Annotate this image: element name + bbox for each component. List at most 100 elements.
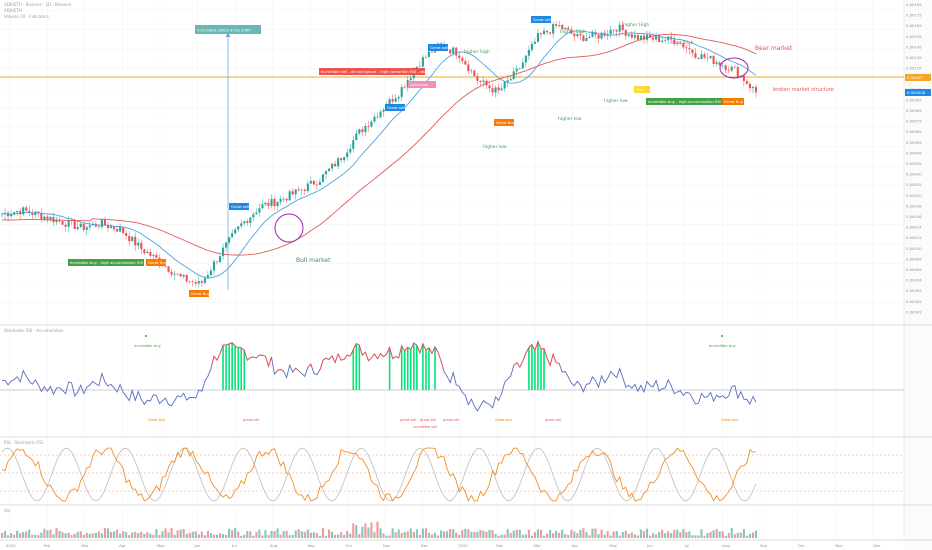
volume-bar (464, 528, 467, 538)
volume-bar (679, 532, 682, 538)
volume-bar (119, 533, 122, 538)
price-tag[interactable] (905, 74, 931, 81)
incredible-buy-tag-1[interactable] (68, 259, 144, 266)
volume-bar (373, 532, 376, 538)
volume-bar (530, 535, 533, 538)
volume-bar (103, 528, 107, 538)
candle-body (533, 41, 537, 44)
volume-bar (79, 531, 82, 538)
great-buy-tag-4[interactable] (722, 98, 744, 105)
rsi-great-sell-1: great sell (243, 418, 259, 422)
great-sell-tag-3[interactable] (428, 44, 448, 51)
candle-body (718, 62, 721, 66)
candle-body (182, 274, 185, 277)
volume-bar (315, 532, 318, 538)
great-sell-tag-1[interactable] (229, 203, 249, 210)
volume-bar (636, 535, 639, 538)
last-price-tag[interactable] (905, 89, 931, 96)
time-axis-tick: Nov (835, 543, 843, 548)
volume-bar (334, 534, 337, 538)
candle-body (582, 35, 585, 42)
measure-arrow-head (225, 32, 231, 37)
higher-low-label-1: higher low (483, 144, 507, 150)
volume-bar (624, 530, 627, 538)
candle-body (249, 217, 252, 223)
candle-body (639, 35, 642, 40)
incredible-buy-tag-text-1: incredible buy - high accumulation RSI (70, 260, 143, 265)
volume-bar (485, 531, 488, 538)
candle-body (164, 265, 167, 267)
candle-body (52, 216, 55, 223)
volume-bar (288, 535, 291, 538)
volume-bar (137, 533, 140, 538)
volume-bar (58, 530, 61, 538)
great-buy-tag-3[interactable] (494, 119, 514, 126)
volume-bar (491, 530, 494, 538)
price-axis-tick: 0.00018 (906, 203, 922, 208)
candle-body (228, 237, 231, 243)
time-axis[interactable]: 2020 Feb Mar Apr May Jun Jul Aug Sep Oct Nov Dec 202… (6, 543, 880, 548)
time-axis-tick: Sep (308, 543, 316, 548)
candlestick-series (0, 21, 758, 288)
volume-bar (709, 531, 712, 538)
stoch-k-line (1, 447, 757, 503)
volume-bar (249, 531, 252, 538)
candle-body (685, 47, 688, 49)
volume-bar (482, 530, 485, 538)
volume-bar (503, 534, 506, 538)
great-sell-tag-text-4: Great sell (533, 17, 551, 22)
candle-body (240, 223, 243, 227)
volume-bar (603, 534, 606, 538)
price-axis-tick: 0.00025 (906, 182, 922, 187)
volume-bar (234, 528, 237, 538)
candle-body (270, 198, 273, 206)
volume-bar (46, 530, 49, 538)
volume-bar (170, 528, 173, 538)
candle-body (558, 25, 561, 26)
candle-body (100, 219, 103, 227)
volume-bar (37, 535, 40, 538)
time-axis-tick: Dec (421, 543, 428, 548)
time-axis-tick: Aug (722, 543, 730, 548)
volume-bar (418, 534, 421, 538)
volume-bar (188, 532, 191, 538)
volume-bar (270, 530, 273, 538)
volume-bar (240, 535, 243, 538)
candle-body (376, 116, 379, 118)
buy-tag[interactable] (634, 86, 650, 93)
volume-bar (600, 529, 603, 538)
time-axis-tick: May (609, 543, 618, 548)
great-sell-tag-4[interactable] (531, 16, 551, 23)
rsi-incredible-buy-1: incredible buy (134, 343, 162, 348)
volume-bar (512, 530, 515, 538)
good-buy-tag[interactable] (408, 81, 436, 88)
volume-bar (128, 535, 131, 538)
great-buy-tag-1[interactable] (146, 259, 166, 266)
volume-bar (255, 531, 258, 538)
good-buy-tag-text: Good buy (410, 82, 429, 87)
volume-bar (582, 528, 585, 538)
candle-body (658, 36, 661, 42)
ma-fast-line (1, 30, 757, 279)
great-buy-tag-2[interactable] (189, 290, 209, 297)
candle-body (733, 66, 736, 68)
volume-bar (61, 532, 64, 538)
candle-body (712, 56, 715, 64)
rsi-green-bar (400, 345, 403, 390)
volume-bar (515, 529, 518, 538)
volume-bar (106, 528, 110, 538)
time-axis-tick: Apr (119, 543, 126, 548)
incredible-buy-tag-2[interactable] (646, 98, 722, 105)
candle-body (209, 270, 212, 276)
broken-structure-label: broken market structure (773, 87, 834, 93)
candle-body (521, 62, 524, 69)
candle-body (88, 225, 91, 228)
volume-bar (509, 533, 512, 538)
great-sell-tag-2[interactable] (385, 104, 405, 111)
rsi-great-sell-2: great sell (400, 418, 416, 422)
great-sell-tag-text-2: Great sell (387, 105, 405, 110)
candle-body (542, 30, 546, 35)
incredible-sell-tag[interactable] (319, 68, 425, 75)
volume-bar (597, 534, 600, 538)
candle-body (64, 224, 67, 227)
